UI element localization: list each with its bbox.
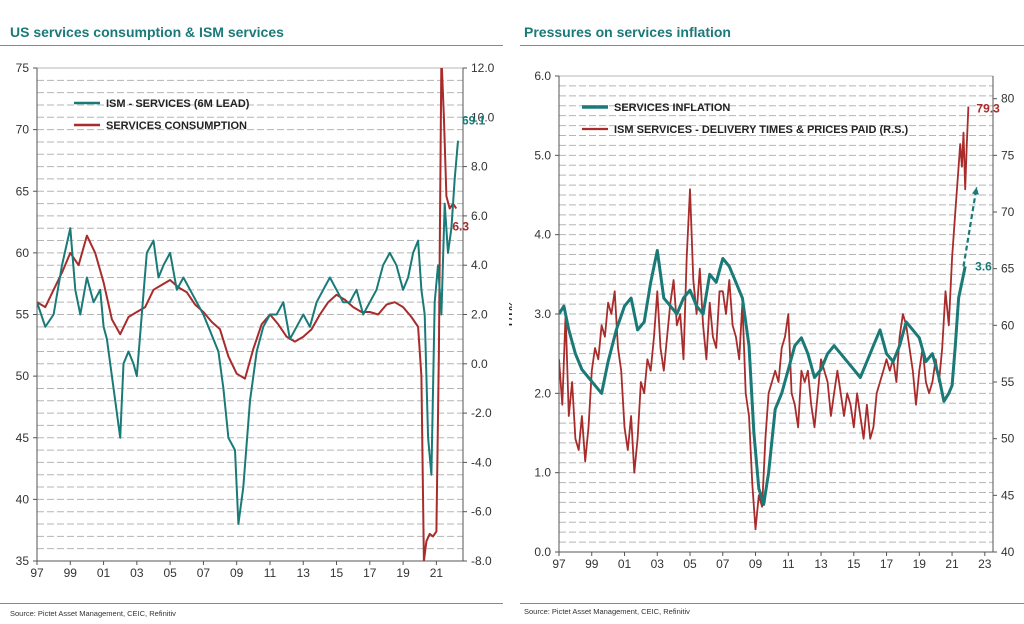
right-ytick-right: 60: [1001, 318, 1015, 332]
right-xtick-label: 99: [585, 557, 599, 571]
left-xtick-label: 13: [297, 566, 311, 580]
left-ytick-right: 12.0: [471, 61, 495, 75]
right-title-rule: [520, 45, 1024, 46]
left-ytick-left: 60: [16, 246, 30, 260]
left-ytick-right: 6.0: [471, 209, 488, 223]
right-xtick-label: 97: [552, 557, 566, 571]
right-ytick-left: 3.0: [534, 307, 551, 321]
left-xtick-label: 07: [197, 566, 211, 580]
left-xtick-label: 03: [130, 566, 144, 580]
right-ytick-left: 5.0: [534, 148, 551, 162]
right-ytick-right: 65: [1001, 262, 1015, 276]
left-ylabel-right: %Y/Y: [506, 301, 512, 329]
right-xtick-label: 19: [913, 557, 927, 571]
left-ytick-right: -8.0: [471, 554, 492, 568]
right-chart: 6.0 5.0 4.0 3.0 2.0 1.0 0.0 80 75 70 65 60 55 50 45 40 9…: [534, 69, 1015, 571]
right-ytick-left: 2.0: [534, 386, 551, 400]
right-ytick-right: 50: [1001, 432, 1015, 446]
right-xtick-label: 09: [749, 557, 763, 571]
left-series-b-line: [37, 68, 458, 561]
left-ytick-left: 35: [16, 554, 30, 568]
left-ytick-left: 50: [16, 369, 30, 383]
right-xtick-label: 11: [782, 557, 795, 571]
left-ytick-right: -4.0: [471, 455, 492, 469]
right-xtick-label: 23: [978, 557, 992, 571]
left-ytick-right: -6.0: [471, 505, 492, 519]
left-ytick-left: 75: [16, 61, 30, 75]
right-ytick-right: 45: [1001, 488, 1015, 502]
left-series-a-line: [37, 140, 459, 525]
right-source-note: Source: Pictet Asset Management, CEIC, R…: [524, 607, 690, 616]
left-legend-label: SERVICES CONSUMPTION: [106, 120, 247, 132]
right-xtick-label: 03: [651, 557, 665, 571]
right-projection-arrow: [962, 186, 978, 267]
left-ytick-right: 2.0: [471, 308, 488, 322]
left-ytick-right: 8.0: [471, 160, 488, 174]
left-xtick-label: 11: [264, 566, 277, 580]
right-ytick-left: 6.0: [534, 69, 551, 83]
right-xtick-label: 17: [880, 557, 894, 571]
left-title-rule: [0, 45, 503, 46]
right-series-a-line: [559, 249, 967, 506]
right-xtick-label: 05: [683, 557, 697, 571]
right-ytick-left: 1.0: [534, 466, 551, 480]
right-xtick-label: 07: [716, 557, 730, 571]
left-ytick-right: -2.0: [471, 406, 492, 420]
right-series-b-line: [559, 106, 970, 531]
left-ytick-right: 4.0: [471, 258, 488, 272]
left-xtick-label: 17: [363, 566, 377, 580]
right-ytick-left: 0.0: [534, 545, 551, 559]
left-source-note: Source: Pictet Asset Management, CEIC, R…: [10, 609, 176, 618]
left-end-label: 69.1: [462, 114, 486, 128]
left-xtick-label: 01: [97, 566, 111, 580]
left-ytick-left: 55: [16, 308, 30, 322]
right-projection-arrowhead: [972, 187, 979, 195]
left-ytick-left: 65: [16, 184, 30, 198]
right-xtick-label: 21: [945, 557, 959, 571]
left-ytick-left: 45: [16, 431, 30, 445]
left-xtick-label: 05: [163, 566, 177, 580]
left-xtick-label: 19: [396, 566, 410, 580]
left-chart-title: US services consumption & ISM services: [10, 24, 284, 40]
right-xtick-label: 01: [618, 557, 632, 571]
left-ytick-left: 40: [16, 492, 30, 506]
right-ytick-right: 70: [1001, 205, 1015, 219]
left-ytick-right: 10.0: [471, 110, 495, 124]
right-end-label: 3.6: [975, 259, 992, 273]
left-end-label: 6.3: [452, 220, 469, 234]
right-ytick-right: 55: [1001, 375, 1015, 389]
right-chart-title: Pressures on services inflation: [524, 24, 731, 40]
left-chart: 75 70 65 60 55 50 45 40 35 12.0 10.0 8.0 6.0 4.0 2.0 0.…: [16, 61, 512, 580]
left-ytick-left: 70: [16, 123, 30, 137]
right-end-label: 79.3: [976, 102, 1000, 116]
left-legend-label: ISM - SERVICES (6M LEAD): [106, 98, 250, 110]
left-xtick-label: 97: [30, 566, 44, 580]
right-xtick-label: 15: [847, 557, 861, 571]
right-ytick-right: 75: [1001, 148, 1015, 162]
right-legend-label: SERVICES INFLATION: [614, 102, 730, 114]
left-xtick-label: 15: [330, 566, 344, 580]
left-ytick-right: 0.0: [471, 357, 488, 371]
right-ytick-left: 4.0: [534, 228, 551, 242]
right-ytick-right: 80: [1001, 92, 1015, 106]
right-ytick-right: 40: [1001, 545, 1015, 559]
right-xtick-label: 13: [814, 557, 828, 571]
left-xtick-label: 09: [230, 566, 244, 580]
right-legend-label: ISM SERVICES - DELIVERY TIMES & PRICES P…: [614, 124, 909, 136]
right-footer-rule: [520, 603, 1024, 604]
left-xtick-label: 99: [64, 566, 78, 580]
left-footer-rule: [0, 603, 503, 604]
left-xtick-label: 21: [430, 566, 444, 580]
